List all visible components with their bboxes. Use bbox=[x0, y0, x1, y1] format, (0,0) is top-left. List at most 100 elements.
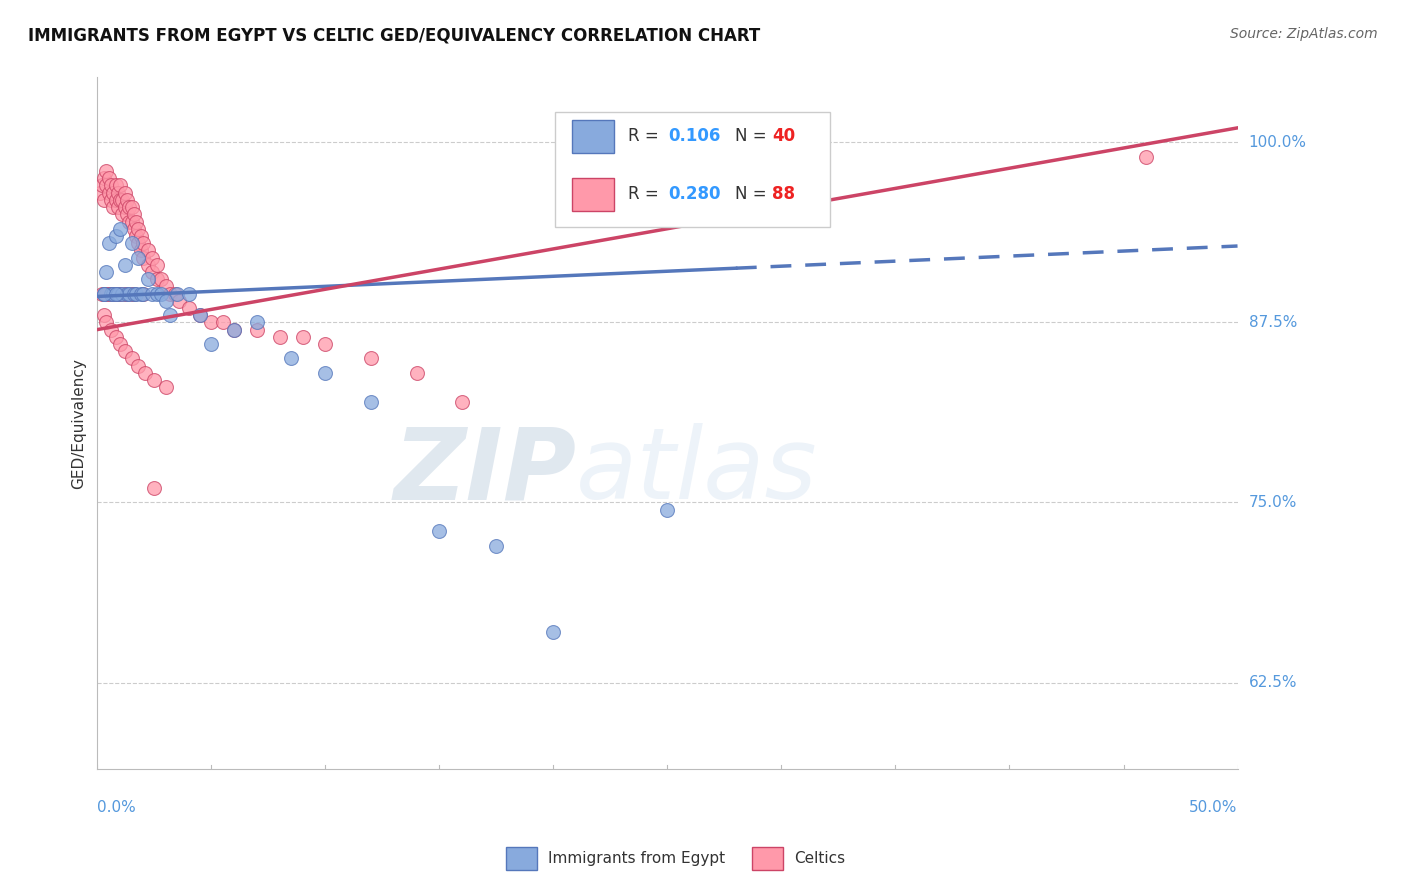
Point bbox=[97, 286, 120, 301]
Point bbox=[360, 351, 382, 366]
Point bbox=[132, 251, 155, 265]
Point bbox=[104, 178, 127, 193]
Point bbox=[121, 200, 143, 214]
Point bbox=[127, 359, 149, 373]
Point bbox=[122, 286, 145, 301]
Point bbox=[118, 214, 141, 228]
Point bbox=[90, 286, 112, 301]
Point bbox=[89, 186, 111, 200]
Point bbox=[155, 279, 177, 293]
Point bbox=[111, 193, 134, 207]
Point bbox=[115, 193, 138, 207]
Point bbox=[100, 286, 122, 301]
Point bbox=[132, 236, 155, 251]
Point bbox=[224, 322, 246, 336]
Point bbox=[127, 251, 149, 265]
Point bbox=[93, 193, 115, 207]
Point bbox=[100, 286, 122, 301]
Point bbox=[129, 244, 152, 258]
Point bbox=[114, 200, 136, 214]
Point bbox=[108, 286, 131, 301]
Point bbox=[291, 330, 314, 344]
Text: R =: R = bbox=[628, 186, 665, 203]
Y-axis label: GED/Equivalency: GED/Equivalency bbox=[72, 358, 86, 489]
Text: N =: N = bbox=[735, 128, 772, 145]
Point bbox=[134, 366, 156, 380]
Point bbox=[177, 301, 200, 315]
Point bbox=[724, 164, 747, 178]
Point bbox=[96, 315, 118, 329]
Point bbox=[150, 272, 173, 286]
Point bbox=[155, 380, 177, 394]
Point bbox=[200, 337, 222, 351]
Point bbox=[122, 221, 145, 235]
Point bbox=[108, 193, 131, 207]
Point bbox=[108, 221, 131, 235]
Point bbox=[90, 178, 112, 193]
Point bbox=[280, 351, 302, 366]
Point bbox=[104, 286, 127, 301]
Point bbox=[169, 293, 191, 308]
Point bbox=[122, 207, 145, 221]
Point bbox=[132, 286, 155, 301]
Point bbox=[118, 286, 141, 301]
Point bbox=[107, 186, 129, 200]
Text: Source: ZipAtlas.com: Source: ZipAtlas.com bbox=[1230, 27, 1378, 41]
Point bbox=[122, 286, 145, 301]
Point bbox=[96, 286, 118, 301]
Point bbox=[657, 502, 679, 516]
Point bbox=[166, 286, 188, 301]
Point bbox=[127, 221, 149, 235]
Point bbox=[103, 186, 125, 200]
Point bbox=[143, 481, 166, 495]
Point bbox=[114, 286, 136, 301]
Point bbox=[145, 272, 167, 286]
Point bbox=[246, 315, 269, 329]
Point bbox=[93, 171, 115, 186]
Point bbox=[188, 308, 211, 322]
Point bbox=[121, 214, 143, 228]
Point bbox=[132, 286, 155, 301]
Text: R =: R = bbox=[628, 128, 665, 145]
Point bbox=[107, 286, 129, 301]
Point bbox=[485, 539, 508, 553]
Point bbox=[188, 308, 211, 322]
Point bbox=[211, 315, 233, 329]
Point bbox=[125, 228, 148, 243]
Point bbox=[177, 286, 200, 301]
Text: Celtics: Celtics bbox=[794, 851, 845, 866]
Point bbox=[115, 286, 138, 301]
Point bbox=[136, 244, 159, 258]
Point bbox=[103, 286, 125, 301]
Point bbox=[104, 193, 127, 207]
Point bbox=[115, 286, 138, 301]
Point bbox=[125, 286, 148, 301]
Point bbox=[200, 315, 222, 329]
Point bbox=[314, 366, 336, 380]
Point bbox=[145, 258, 167, 272]
Text: 0.0%: 0.0% bbox=[97, 799, 136, 814]
Point bbox=[100, 178, 122, 193]
Point bbox=[159, 308, 181, 322]
Point bbox=[143, 373, 166, 387]
Point bbox=[141, 265, 163, 279]
Text: 0.280: 0.280 bbox=[668, 186, 720, 203]
Point bbox=[127, 236, 149, 251]
Text: 40: 40 bbox=[772, 128, 794, 145]
Point bbox=[159, 286, 181, 301]
Point bbox=[451, 394, 474, 409]
Point bbox=[103, 286, 125, 301]
Point bbox=[108, 178, 131, 193]
Point bbox=[111, 207, 134, 221]
Point bbox=[224, 322, 246, 336]
Point bbox=[141, 251, 163, 265]
Point bbox=[93, 286, 115, 301]
Point bbox=[96, 265, 118, 279]
Point bbox=[269, 330, 291, 344]
Point bbox=[114, 186, 136, 200]
Text: 75.0%: 75.0% bbox=[1249, 495, 1296, 510]
Point bbox=[97, 186, 120, 200]
Point bbox=[96, 164, 118, 178]
Point bbox=[141, 286, 163, 301]
Point bbox=[107, 200, 129, 214]
